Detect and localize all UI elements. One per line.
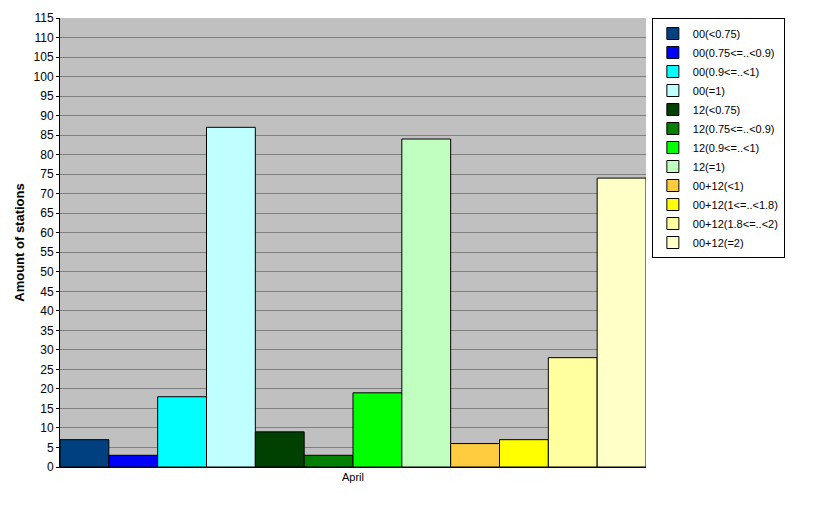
svg-text:115: 115	[34, 11, 53, 25]
svg-text:12(0.9<=..<1): 12(0.9<=..<1)	[693, 142, 759, 154]
svg-text:15: 15	[40, 402, 54, 416]
svg-text:105: 105	[34, 50, 54, 64]
svg-text:85: 85	[40, 128, 54, 142]
svg-text:70: 70	[40, 187, 54, 201]
svg-text:00(0.75<=..<0.9): 00(0.75<=..<0.9)	[693, 47, 775, 59]
svg-text:20: 20	[40, 382, 54, 396]
svg-text:30: 30	[40, 343, 54, 357]
svg-text:12(=1): 12(=1)	[693, 161, 725, 173]
svg-text:60: 60	[40, 226, 54, 240]
svg-text:5: 5	[47, 441, 54, 455]
svg-text:00+12(1<=..<1.8): 00+12(1<=..<1.8)	[693, 199, 778, 211]
svg-text:00(0.9<=..<1): 00(0.9<=..<1)	[693, 66, 759, 78]
svg-text:100: 100	[34, 70, 54, 84]
svg-text:95: 95	[40, 89, 54, 103]
svg-text:00+12(1.8<=..<2): 00+12(1.8<=..<2)	[693, 218, 778, 230]
svg-text:55: 55	[40, 245, 54, 259]
svg-text:Amount of stations: Amount of stations	[12, 183, 27, 301]
svg-text:00+12(=2): 00+12(=2)	[693, 237, 744, 249]
svg-text:35: 35	[40, 324, 54, 338]
svg-text:12(<0.75): 12(<0.75)	[693, 104, 740, 116]
svg-text:12(0.75<=..<0.9): 12(0.75<=..<0.9)	[693, 123, 775, 135]
svg-text:40: 40	[40, 304, 54, 318]
svg-text:65: 65	[40, 206, 54, 220]
svg-text:110: 110	[34, 31, 53, 45]
svg-text:75: 75	[40, 167, 54, 181]
svg-text:00+12(<1): 00+12(<1)	[693, 180, 744, 192]
svg-text:10: 10	[40, 421, 54, 435]
svg-text:50: 50	[40, 265, 54, 279]
svg-text:90: 90	[40, 109, 54, 123]
svg-text:25: 25	[40, 363, 54, 377]
svg-text:80: 80	[40, 148, 54, 162]
svg-text:April: April	[342, 471, 364, 483]
svg-text:45: 45	[40, 285, 54, 299]
svg-text:0: 0	[47, 460, 54, 474]
svg-text:00(<0.75): 00(<0.75)	[693, 28, 740, 40]
svg-text:00(=1): 00(=1)	[693, 85, 725, 97]
